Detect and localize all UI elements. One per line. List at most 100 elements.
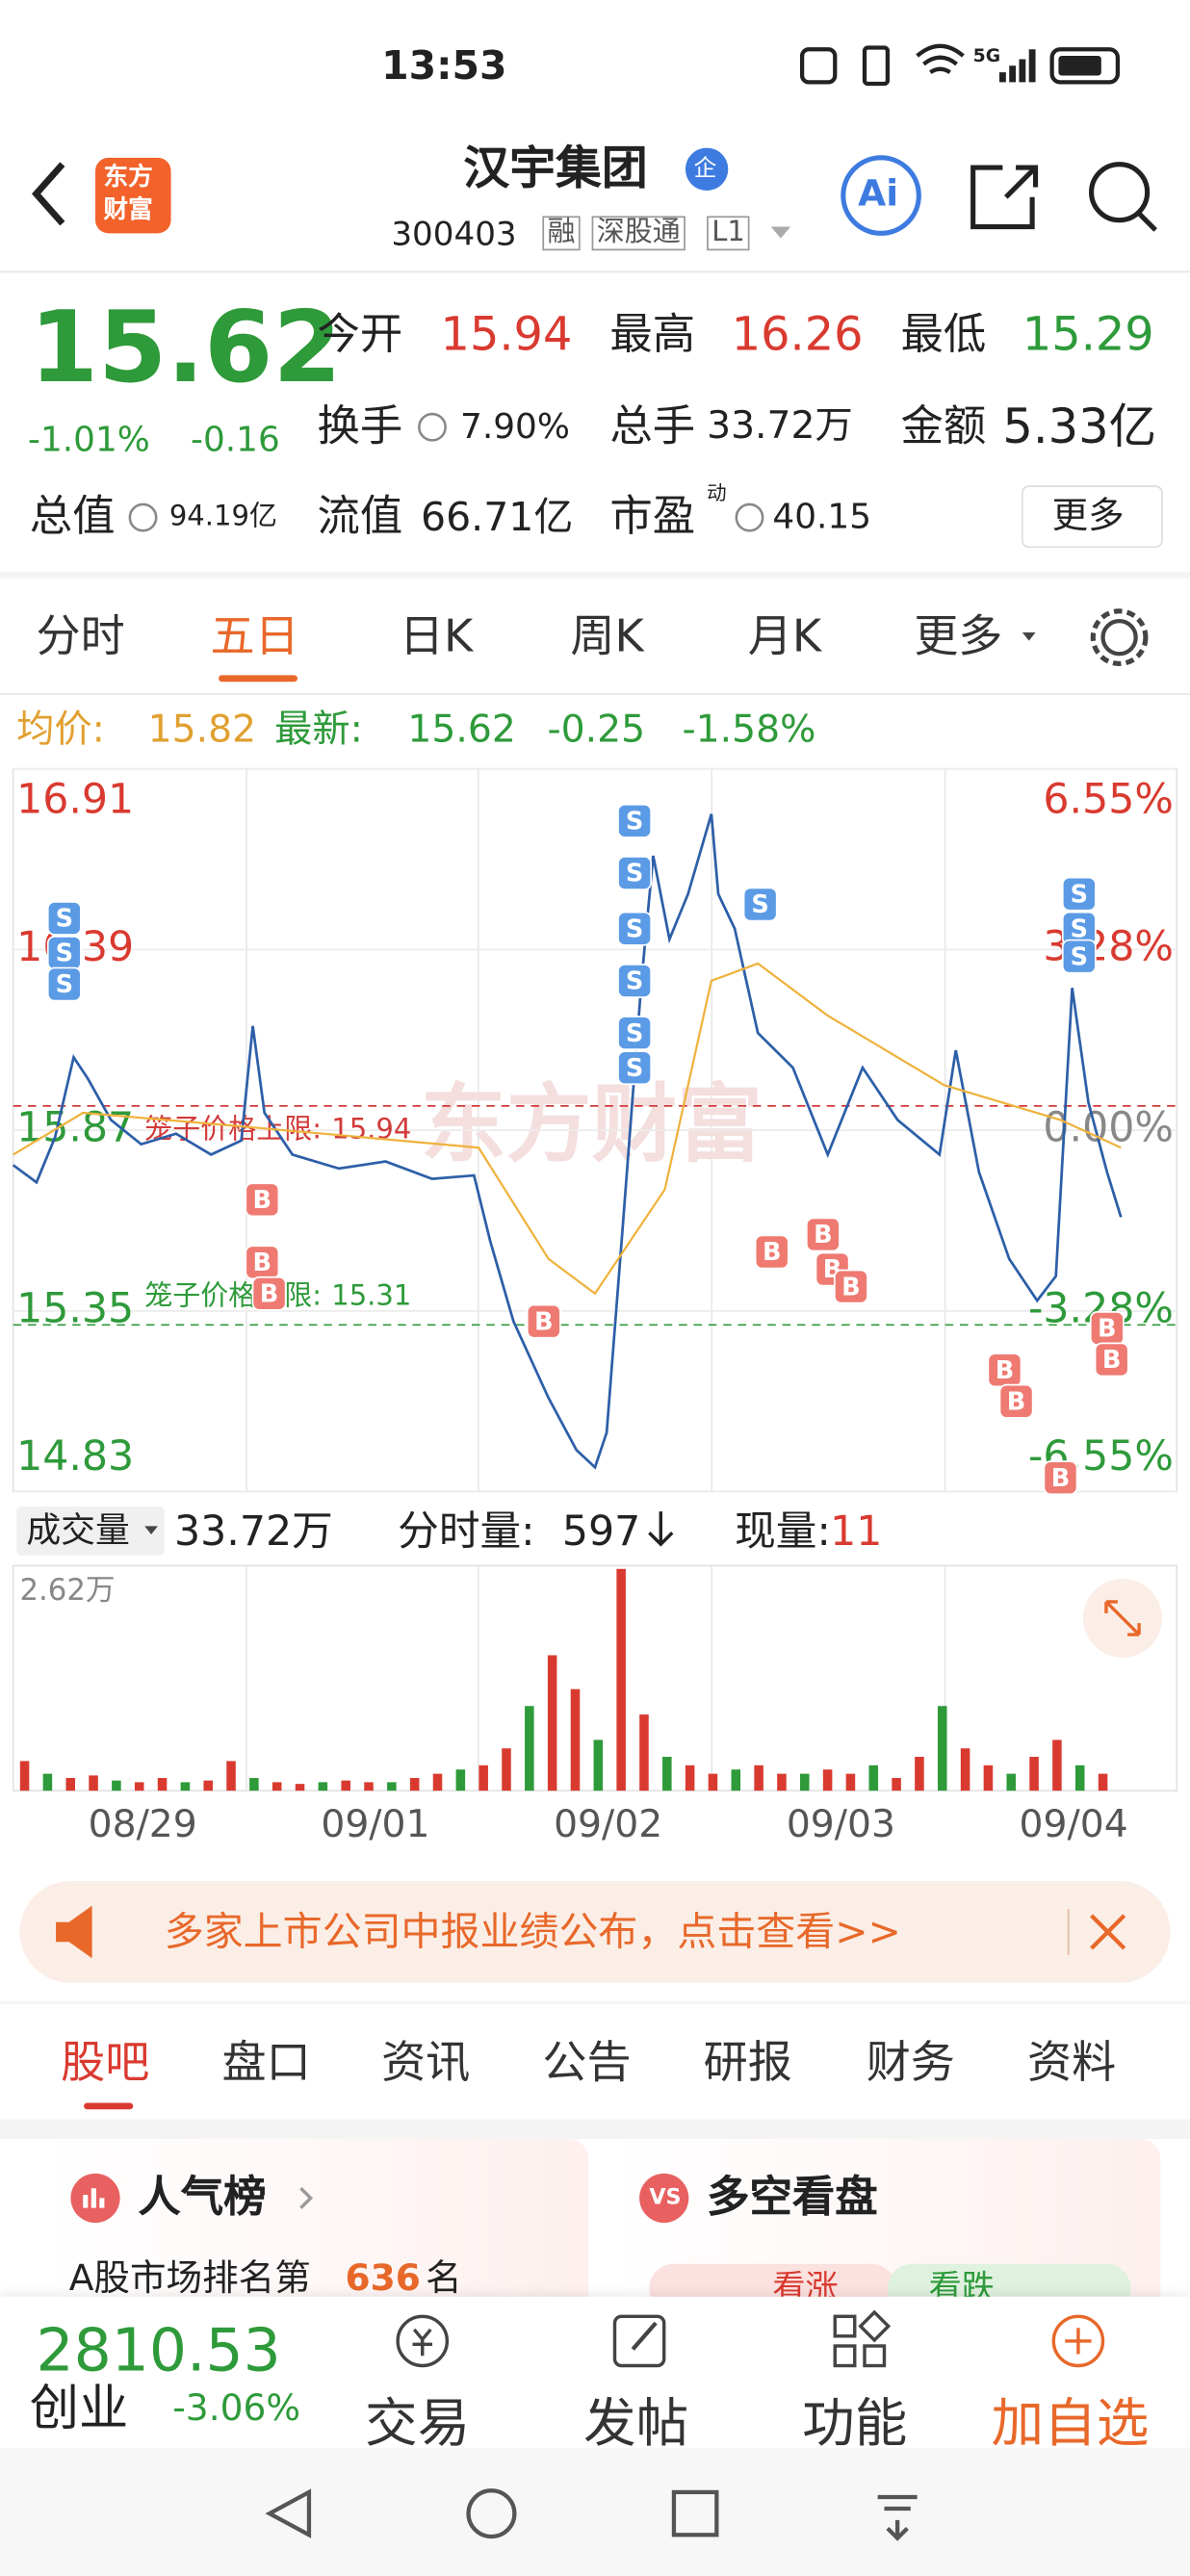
trade-marker-label: B	[814, 1221, 833, 1249]
back-button[interactable]	[31, 162, 65, 226]
divider	[0, 571, 1190, 579]
card-title[interactable]: 人气榜	[138, 2173, 267, 2224]
bottom-item[interactable]: 功能	[802, 2391, 908, 2455]
volume-now-label: 分时量:	[398, 1507, 535, 1556]
card-icons	[70, 2173, 1131, 2301]
volume-bar	[593, 1739, 604, 1791]
rank-number: 636	[345, 2258, 421, 2301]
trade-marker	[526, 1303, 561, 1339]
search-handle	[1137, 212, 1157, 232]
settings-gear	[1090, 608, 1149, 667]
vs-text: VS	[649, 2185, 682, 2211]
dropdown-arrow[interactable]	[770, 226, 791, 239]
nav-menu[interactable]	[877, 2494, 918, 2541]
share-button[interactable]	[970, 165, 1039, 230]
close-button[interactable]	[1090, 1914, 1126, 1950]
status-network: 5G	[972, 44, 1001, 67]
bottom-item[interactable]: 发帖	[583, 2391, 689, 2455]
bottom-item[interactable]: 加自选	[991, 2391, 1150, 2455]
bottom-item[interactable]: 交易	[364, 2391, 471, 2455]
latest-change-pct: -1.58%	[682, 708, 816, 752]
avg-value: 15.82	[147, 708, 257, 752]
volume-bar	[731, 1769, 741, 1791]
volume-bar	[364, 1782, 374, 1791]
section-tab[interactable]: 资料	[1027, 2038, 1117, 2089]
tab[interactable]: 月K	[747, 611, 822, 663]
latest-label: 最新:	[274, 708, 363, 752]
volume-label[interactable]: 成交量	[26, 1510, 130, 1551]
trade-glyph	[412, 2328, 432, 2357]
y-tick-label: 16.91	[16, 775, 134, 823]
volume-bar	[455, 1769, 466, 1791]
tab[interactable]: 日K	[399, 611, 474, 663]
card-title[interactable]: 多空看盘	[707, 2173, 878, 2224]
volume-selector[interactable]	[16, 1506, 165, 1557]
logo-text: 财富	[103, 194, 153, 224]
limit-label: 笼子价格下限: 15.31	[144, 1278, 411, 1311]
banner-text[interactable]: 多家上市公司中报业绩公布，点击查看>>	[164, 1909, 901, 1955]
banner[interactable]	[19, 1881, 1171, 1983]
nav-back[interactable]	[265, 2488, 312, 2538]
index-name[interactable]: 创业	[29, 2380, 129, 2438]
volume-bar	[708, 1773, 718, 1791]
nav-recent[interactable]	[671, 2489, 719, 2537]
nav-home[interactable]	[466, 2488, 517, 2539]
volume-bar	[777, 1773, 787, 1791]
add-icon	[1051, 2314, 1105, 2368]
stock-code: 300403	[391, 213, 517, 253]
trade-marker	[617, 803, 653, 838]
y2-tick-label: 6.55%	[1043, 775, 1174, 823]
section-tab[interactable]: 公告	[542, 2038, 632, 2089]
tab[interactable]: 更多	[914, 611, 1003, 663]
change-pct: -1.01%	[28, 420, 150, 459]
trade-marker-label: S	[1071, 942, 1088, 971]
tab[interactable]: 分时	[36, 611, 125, 663]
field-value: 15.29	[1022, 307, 1154, 362]
index-value[interactable]: 2810.53	[36, 2318, 281, 2385]
info-icon[interactable]	[418, 412, 447, 442]
tab[interactable]: 周K	[570, 611, 644, 663]
field-value: 40.15	[772, 497, 872, 537]
field-label: 总值	[29, 492, 116, 543]
dropdown-arrow[interactable]	[144, 1526, 158, 1534]
volume-bar	[685, 1765, 695, 1791]
trade-marker	[617, 1016, 653, 1050]
stock-name: 汉宇集团	[463, 141, 648, 196]
trade-marker-label: S	[626, 967, 643, 996]
info-icon[interactable]	[735, 502, 764, 532]
settings-button[interactable]	[1100, 618, 1138, 657]
trade-marker	[754, 1234, 789, 1270]
popularity-card[interactable]	[40, 2138, 589, 2304]
tab-icons	[1022, 608, 1149, 667]
volume-bar	[409, 1778, 420, 1791]
up-pill[interactable]	[649, 2263, 896, 2301]
tab[interactable]: 五日	[210, 611, 299, 663]
section-tab[interactable]: 盘口	[221, 2038, 311, 2089]
volume-total: 33.72万	[173, 1507, 333, 1556]
more-label[interactable]: 更多	[1051, 496, 1125, 538]
search-button[interactable]	[1089, 162, 1151, 223]
section-tab[interactable]: 资讯	[381, 2038, 471, 2089]
volume-bar	[157, 1778, 168, 1791]
index-change[interactable]: -3.06%	[172, 2388, 301, 2431]
section-tab[interactable]: 股吧	[61, 2038, 150, 2089]
trade-marker	[742, 887, 778, 922]
trade-marker	[1094, 1342, 1129, 1378]
volume-now: 597	[561, 1507, 641, 1556]
more-button[interactable]	[1022, 485, 1163, 549]
ai-label[interactable]: Ai	[858, 173, 899, 216]
section-tab[interactable]: 财务	[866, 2038, 955, 2089]
rank-suffix: 名	[426, 2258, 462, 2301]
down-pill[interactable]	[887, 2263, 1131, 2301]
battery-icon	[1049, 47, 1121, 85]
volume-bar	[892, 1778, 901, 1791]
ai-button[interactable]	[841, 155, 921, 236]
dropdown-arrow[interactable]	[1022, 632, 1036, 641]
logo[interactable]	[95, 157, 171, 234]
volume-bar	[570, 1688, 581, 1791]
info-icon[interactable]	[128, 502, 158, 532]
section-tab[interactable]: 研报	[703, 2038, 792, 2089]
field-label: 总手	[609, 402, 696, 452]
volume-bar	[19, 1761, 30, 1791]
